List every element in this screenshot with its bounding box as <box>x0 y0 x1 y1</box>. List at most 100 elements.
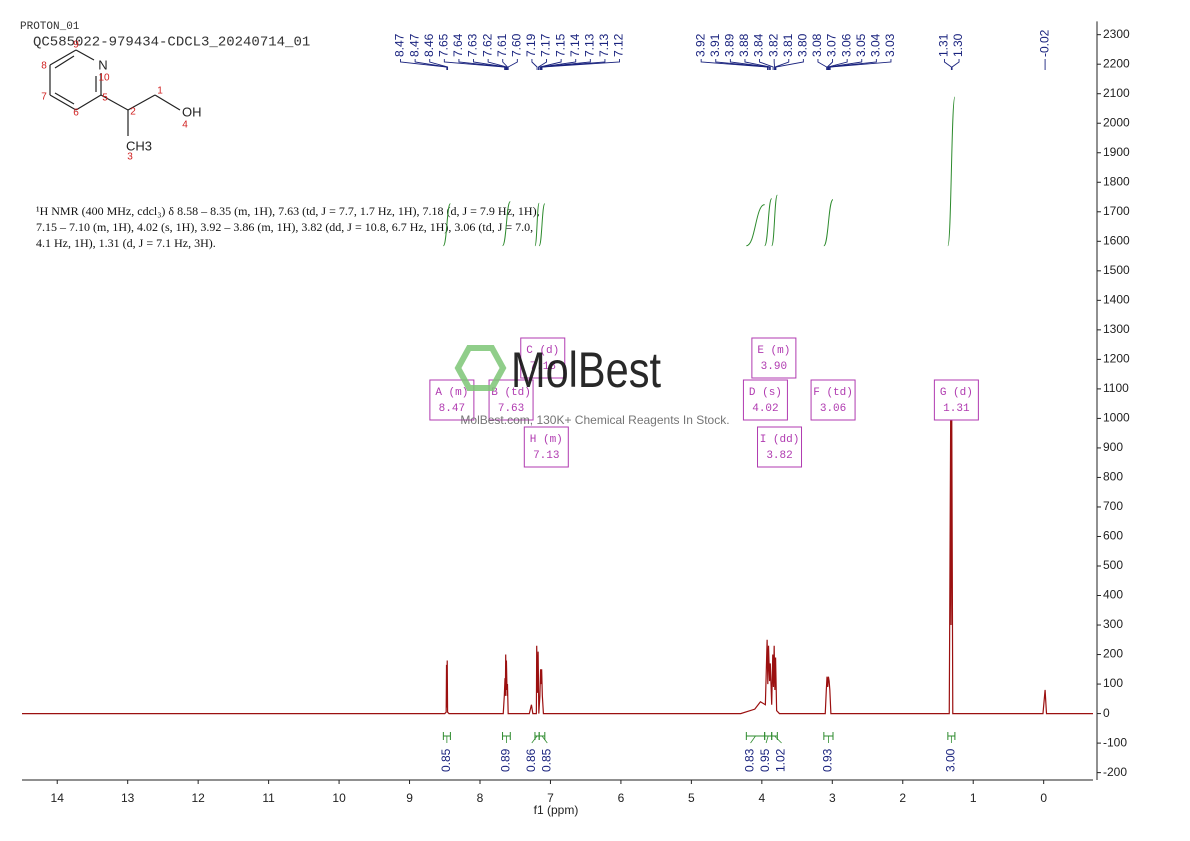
multiplet-box <box>933 379 979 421</box>
x-tick-label: 3 <box>829 791 836 805</box>
x-tick-label: 4 <box>758 791 765 805</box>
y-tick-label: 1600 <box>1103 233 1130 247</box>
multiplet-label: I (dd) <box>760 434 800 446</box>
peak-label: 3.03 <box>883 33 897 57</box>
peak-label: 3.06 <box>839 33 853 57</box>
peak-label: 1.31 <box>937 33 951 57</box>
multiplet-box <box>523 426 569 468</box>
peak-label: 7.13 <box>597 33 611 57</box>
y-tick-label: -100 <box>1103 735 1127 749</box>
peak-label: 3.80 <box>796 33 810 57</box>
peak-connector <box>817 59 828 70</box>
y-tick-label: 500 <box>1103 558 1123 572</box>
integral-curve <box>534 202 540 247</box>
peak-connector <box>829 59 877 70</box>
watermark-note: MolBest.com, 130K+ Chemical Reagents In … <box>460 413 729 427</box>
multiplet-shift: 7.18 <box>530 361 556 373</box>
multiplet-box <box>742 379 788 421</box>
peak-label: 7.17 <box>539 33 553 57</box>
multiplet-box <box>488 379 534 421</box>
integral-label: 0.93 <box>821 748 835 772</box>
peak-connector <box>775 59 804 70</box>
multiplet-shift: 4.02 <box>752 403 778 415</box>
x-tick-label: 8 <box>477 791 484 805</box>
y-tick-label: 900 <box>1103 440 1123 454</box>
atom-number: 7 <box>41 92 47 103</box>
peak-label: 3.89 <box>723 33 737 57</box>
integral-connector <box>750 735 756 744</box>
y-tick-label: 1100 <box>1103 381 1129 395</box>
peak-connector <box>541 59 620 70</box>
peak-label: 3.05 <box>854 33 868 57</box>
peak-connector <box>827 59 848 70</box>
peak-connector <box>943 59 952 70</box>
atom-number: 1 <box>157 86 163 97</box>
peak-label: 8.47 <box>393 33 407 57</box>
y-tick-label: 1000 <box>1103 411 1130 425</box>
peak-label: 7.12 <box>612 33 626 57</box>
x-tick-label: 2 <box>899 791 906 805</box>
peak-label: 7.61 <box>495 33 509 57</box>
integral-curve <box>771 194 778 247</box>
atom-label: OH <box>182 104 202 119</box>
multiplet-shift: 3.06 <box>820 403 846 415</box>
multiplet-shift: 7.63 <box>498 403 524 415</box>
y-tick-label: 1300 <box>1103 322 1130 336</box>
x-tick-label: 14 <box>51 791 65 805</box>
bond <box>54 92 75 105</box>
peak-connector <box>540 59 577 70</box>
integral-curve <box>538 203 546 247</box>
description-line: 7.15 – 7.10 (m, 1H), 4.02 (s, 1H), 3.92 … <box>36 220 533 234</box>
peak-label: 3.91 <box>708 33 722 57</box>
atom-number: 10 <box>98 73 110 84</box>
x-tick-label: 13 <box>121 791 135 805</box>
peak-label: 3.82 <box>766 33 780 57</box>
structure <box>49 49 181 136</box>
integral-curve <box>947 96 956 247</box>
y-tick-label: 0 <box>1103 706 1110 720</box>
peak-connector <box>826 59 834 70</box>
peak-connector <box>429 59 449 70</box>
y-tick-label: 200 <box>1103 647 1123 661</box>
y-tick-label: 100 <box>1103 676 1123 690</box>
multiplet-label: E (m) <box>757 345 790 357</box>
multiplet-label: F (td) <box>813 387 853 399</box>
integral-label: 1.02 <box>774 748 788 772</box>
bond <box>49 94 77 111</box>
atom-numbers: 9 8 7 6 5 10 2 1 4 3 <box>41 40 188 163</box>
integral-label: 0.85 <box>539 748 553 772</box>
peak-connector <box>487 59 508 70</box>
peak-label: 7.19 <box>524 33 538 57</box>
peak-label: 7.15 <box>553 33 567 57</box>
x-tick-label: 10 <box>332 791 346 805</box>
atom-number: 3 <box>127 152 133 163</box>
atom-number: 8 <box>41 61 47 72</box>
peak-label: 7.63 <box>466 33 480 57</box>
atom-labels: N OH CH3 <box>98 57 201 153</box>
y-tick-label: 2200 <box>1103 56 1130 70</box>
integral-connector <box>531 735 538 744</box>
multiplet-label: D (s) <box>749 387 782 399</box>
watermark: MolBest <box>511 342 661 398</box>
watermark-logo <box>454 345 507 391</box>
peak-label: 8.46 <box>422 33 436 57</box>
peak-label: -0.02 <box>1037 29 1051 57</box>
peak-label: 7.62 <box>480 33 494 57</box>
y-tick-label: 2100 <box>1103 86 1130 100</box>
y-tick-label: 400 <box>1103 588 1123 602</box>
peak-connector <box>829 59 892 70</box>
atom-number: 5 <box>102 93 108 104</box>
atom-number: 9 <box>73 40 79 51</box>
peak-label: 7.14 <box>568 33 582 57</box>
integral-curve <box>764 198 773 247</box>
peak-connector <box>539 59 562 70</box>
y-tick-label: -200 <box>1103 765 1127 779</box>
bond <box>75 49 95 61</box>
peak-label: 1.30 <box>951 33 965 57</box>
integral-curve <box>502 201 511 247</box>
integral-label: 3.00 <box>944 748 958 772</box>
peak-connector <box>473 59 507 70</box>
description-line: ¹H NMR (400 MHz, cdcl₃) δ 8.58 – 8.35 (m… <box>36 204 540 218</box>
bond <box>49 49 77 66</box>
